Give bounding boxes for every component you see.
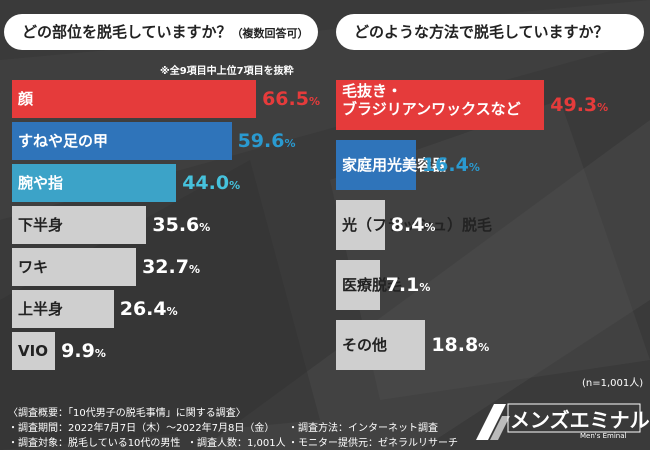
bar-value-unit: % xyxy=(597,101,609,114)
bar xyxy=(12,80,257,118)
bar-value-label: 32.7% xyxy=(142,248,200,289)
survey-method: ・調査方法：インターネット調査 xyxy=(288,423,438,434)
bar xyxy=(12,206,147,244)
bar-value-number: 49.3 xyxy=(550,94,598,116)
bar-category-label: 顔 xyxy=(18,90,34,108)
bar-value-number: 66.5 xyxy=(262,88,309,110)
bar xyxy=(12,164,177,202)
bar xyxy=(12,248,137,286)
bar xyxy=(336,200,385,250)
bar-category-label: 腕や指 xyxy=(18,174,64,192)
survey-period: ・調査期間：2022年7月7日（木）〜2022年7月8日（金） xyxy=(8,423,275,434)
bar-value-number: 9.9 xyxy=(61,340,95,362)
bar-category-label: 下半身 xyxy=(18,216,64,234)
bar-value-unit: % xyxy=(468,161,480,174)
bar-value-label: 66.5% xyxy=(262,80,320,121)
bar xyxy=(336,80,545,130)
bar-value-unit: % xyxy=(188,263,200,276)
survey-summary: 〈調査概要：「10代男子の脱毛事情」に関する調査〉 xyxy=(8,408,246,419)
right-chart-title: どのような方法で脱毛していますか？ xyxy=(336,14,644,50)
bar-value-label: 35.6% xyxy=(152,206,210,247)
bar-value-number: 26.4 xyxy=(119,298,167,320)
bar-value-number: 44.0 xyxy=(182,172,230,194)
bar-value-unit: % xyxy=(284,137,296,150)
logo-mark xyxy=(476,403,641,440)
bar-value-unit: % xyxy=(229,179,241,192)
bar-value-label: 16.4% xyxy=(422,140,480,193)
bar-value-unit: % xyxy=(424,221,436,234)
bar-value-label: 18.8% xyxy=(431,320,489,373)
bar-category-label: ワキ xyxy=(18,258,49,276)
bar-value-label: 26.4% xyxy=(120,290,178,331)
left-title-main: どの部位を脱毛していますか？ xyxy=(22,23,232,41)
left-title-sub: （複数回答可） xyxy=(231,27,309,40)
sample-size: (n=1,001人) xyxy=(582,378,644,389)
bar-value-unit: % xyxy=(419,281,431,294)
selection-note: ※全9項目中上位7項目を抜粋 xyxy=(160,66,294,77)
bar xyxy=(336,260,380,310)
bar-value-label: 44.0% xyxy=(182,164,240,205)
bar-value-label: 7.1% xyxy=(386,260,431,313)
bar xyxy=(12,332,56,370)
bar-category-label: すねや足の甲 xyxy=(18,132,109,150)
bar-category-label: 医療脱毛 xyxy=(342,276,403,294)
bar-value-label: 8.4% xyxy=(391,200,436,253)
bar-category-label: その他 xyxy=(342,336,388,354)
bar-value-number: 7.1 xyxy=(385,274,420,296)
left-chart-title: どの部位を脱毛していますか？（複数回答可） xyxy=(4,14,318,50)
logo-name: メンズエミナル xyxy=(510,408,650,432)
bar-value-number: 59.6 xyxy=(237,130,285,152)
bar-value-number: 8.4 xyxy=(390,214,425,236)
bar-value-label: 49.3% xyxy=(550,80,608,133)
survey-target: ・調査対象：脱毛している10代の男性 xyxy=(8,438,181,449)
bar-category-label: VIO xyxy=(18,342,48,360)
survey-respondents: ・調査人数：1,001人 xyxy=(187,438,286,449)
bar xyxy=(12,122,232,160)
bar-value-number: 18.8 xyxy=(431,334,479,356)
bar-value-number: 32.7 xyxy=(142,256,189,278)
bar-value-number: 35.6 xyxy=(152,214,200,236)
bar-value-unit: % xyxy=(308,95,320,108)
bar-category-label: 光（フラッシュ）脱毛 xyxy=(342,216,493,234)
bar-value-unit: % xyxy=(94,347,106,360)
survey-provider: ・モニター提供元：ゼネラルリサーチ xyxy=(288,438,458,449)
bar-value-unit: % xyxy=(166,305,178,318)
bar-category-label: 上半身 xyxy=(18,300,64,318)
bar-value-unit: % xyxy=(199,221,211,234)
bar-category-label: 家庭用光美容器 xyxy=(342,156,448,174)
bar-value-label: 59.6% xyxy=(238,122,296,163)
bar-value-number: 16.4 xyxy=(421,154,469,176)
bar xyxy=(336,140,416,190)
bar-category-label: 毛抜き・ ブラジリアンワックスなど xyxy=(342,82,521,118)
bar xyxy=(336,320,426,370)
bar-value-unit: % xyxy=(478,341,490,354)
bar-value-label: 9.9% xyxy=(61,332,106,373)
bar xyxy=(12,290,114,328)
logo-sub: Men's Eminal xyxy=(580,432,627,440)
